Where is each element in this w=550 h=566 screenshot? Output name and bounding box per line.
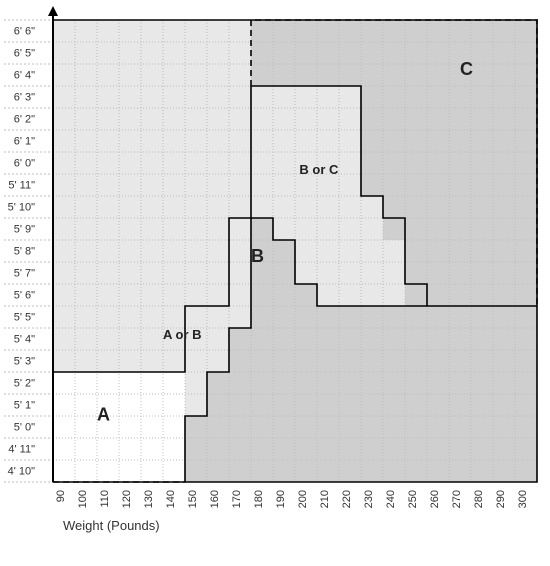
y-tick-label: 6' 2" <box>14 113 35 125</box>
size-chart: 4' 10" 4' 11" 5' 0" 5' 1" 5' 2" 5' 3" 5' 4" 5' … <box>0 0 550 566</box>
region-B_plain <box>273 218 383 240</box>
x-tick-label: 140 <box>165 490 177 508</box>
x-tick-label: 200 <box>297 490 309 508</box>
region-C <box>207 372 229 482</box>
y-tick-label: 5' 6" <box>14 289 35 301</box>
x-tick-label: 150 <box>187 490 199 508</box>
x-axis-label: Weight (Pounds) <box>63 518 160 533</box>
x-tick-label: 100 <box>77 490 89 508</box>
y-tick-label: 6' 3" <box>14 91 35 103</box>
y-tick-label: 4' 10" <box>8 465 36 477</box>
x-tick-label: 220 <box>341 490 353 508</box>
region-label: C <box>460 59 473 79</box>
y-tick-label: 6' 4" <box>14 69 35 81</box>
region-label: A or B <box>163 327 202 342</box>
x-tick-label: 230 <box>363 490 375 508</box>
y-axis-arrow-icon <box>48 6 58 16</box>
region-C <box>185 416 207 482</box>
x-tick-label: 170 <box>231 490 243 508</box>
x-tick-label: 300 <box>517 490 529 508</box>
region-label: A <box>97 404 110 424</box>
y-tick-label: 5' 0" <box>14 421 35 433</box>
region-label: B <box>251 246 264 266</box>
region-A <box>53 372 185 482</box>
y-tick-label: 5' 9" <box>14 223 35 235</box>
x-tick-label: 190 <box>275 490 287 508</box>
x-tick-label: 250 <box>407 490 419 508</box>
y-tick-label: 5' 11" <box>8 179 35 191</box>
x-tick-label: 290 <box>495 490 507 508</box>
x-tick-label: 240 <box>385 490 397 508</box>
y-tick-label: 5' 8" <box>14 245 35 257</box>
x-tick-label: 210 <box>319 490 331 508</box>
x-tick-label: 130 <box>143 490 155 508</box>
y-tick-label: 5' 2" <box>14 377 35 389</box>
x-tick-label: 180 <box>253 490 265 508</box>
y-tick-label: 6' 5" <box>14 47 35 59</box>
y-tick-label: 5' 5" <box>14 311 35 323</box>
region-label: B or C <box>299 162 339 177</box>
y-tick-label: 5' 1" <box>14 399 35 411</box>
x-tick-label: 160 <box>209 490 221 508</box>
y-tick-label: 5' 7" <box>14 267 35 279</box>
y-tick-label: 6' 1" <box>14 135 35 147</box>
y-tick-label: 5' 3" <box>14 355 35 367</box>
y-tick-label: 5' 10" <box>8 201 36 213</box>
y-tick-label: 6' 6" <box>14 25 35 37</box>
x-tick-label: 280 <box>473 490 485 508</box>
y-tick-label: 5' 4" <box>14 333 35 345</box>
x-tick-label: 110 <box>99 490 111 508</box>
y-tick-label: 6' 0" <box>14 157 35 169</box>
x-tick-label: 90 <box>55 490 67 502</box>
y-tick-label: 4' 11" <box>8 443 35 455</box>
x-tick-label: 260 <box>429 490 441 508</box>
x-tick-label: 270 <box>451 490 463 508</box>
region-C <box>229 328 251 482</box>
x-tick-label: 120 <box>121 490 133 508</box>
region-B_plain <box>251 86 361 196</box>
